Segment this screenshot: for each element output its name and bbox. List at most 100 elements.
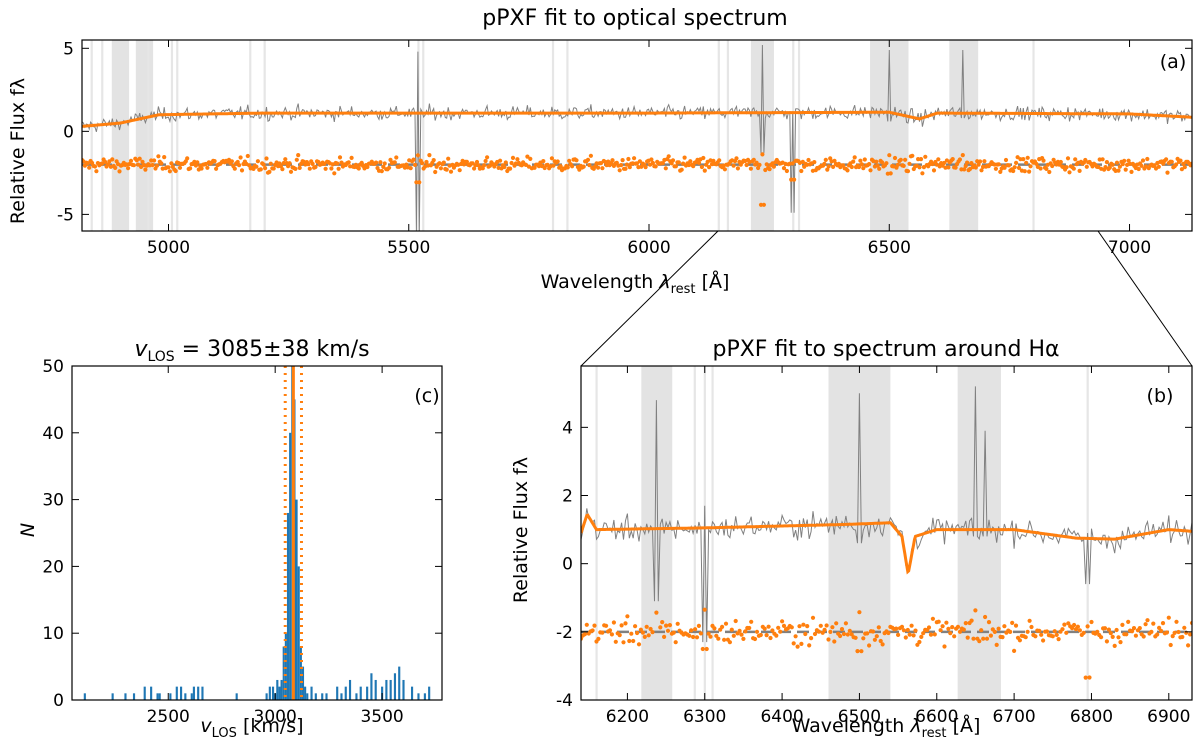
b-residual-point xyxy=(1141,634,1146,639)
a-residual-point xyxy=(1164,157,1169,162)
b-residual-point xyxy=(996,626,1001,631)
b-residual-point xyxy=(590,628,595,633)
b-residual-point xyxy=(1066,621,1071,626)
panel-a-masked-regions xyxy=(90,40,1035,231)
b-ytick-label: 0 xyxy=(562,555,573,575)
b-residual-point xyxy=(1039,632,1044,637)
c-ytick-label: 20 xyxy=(42,557,64,577)
a-residual-point xyxy=(1073,157,1078,162)
panel-c-frame xyxy=(71,365,443,701)
a-residual-point xyxy=(476,163,481,168)
a-mask-region xyxy=(111,40,130,231)
b-residual-point xyxy=(776,625,781,630)
a-residual-point xyxy=(963,163,968,169)
a-residual-point xyxy=(632,156,637,161)
a-residual-point xyxy=(998,169,1003,174)
b-residual-point xyxy=(700,646,705,652)
histogram-bar xyxy=(385,679,388,700)
a-residual-point xyxy=(588,153,594,158)
a-residual-point xyxy=(212,159,217,164)
panel-a-frame xyxy=(81,39,1193,232)
histogram-bar xyxy=(310,686,313,700)
a-residual-point xyxy=(337,155,343,160)
b-residual-point xyxy=(607,628,613,633)
a-observed-spectrum xyxy=(82,44,1192,231)
a-residual-point xyxy=(1083,157,1088,163)
b-residual-point xyxy=(582,632,588,637)
a-residual-point xyxy=(394,155,399,160)
a-residual-point xyxy=(1122,158,1127,163)
b-residual-point xyxy=(818,623,823,628)
a-residual-point xyxy=(414,180,419,185)
histogram-bar xyxy=(276,679,279,700)
a-residual-point xyxy=(310,161,315,166)
b-residual-point xyxy=(1143,622,1148,627)
a-residual-point xyxy=(92,164,98,169)
a-residual-point xyxy=(427,153,432,158)
b-residual-point xyxy=(656,702,660,706)
a-residual-point xyxy=(744,162,749,168)
a-residual-point xyxy=(294,157,299,162)
b-residual-point xyxy=(741,636,746,642)
a-residual-point xyxy=(1140,158,1146,163)
b-residual-point xyxy=(1025,629,1030,634)
b-residual-point xyxy=(896,632,901,638)
a-residual-point xyxy=(617,168,622,173)
b-residual-point xyxy=(1112,643,1117,649)
panel-b-label: (b) xyxy=(1147,385,1174,407)
b-residual-point xyxy=(650,630,655,635)
b-mask-line xyxy=(711,366,714,700)
histogram-bar xyxy=(278,686,281,700)
a-residual-point xyxy=(356,166,361,171)
b-residual-point xyxy=(754,629,760,634)
a-residual-point xyxy=(1021,157,1026,162)
b-residual-point xyxy=(878,638,883,644)
b-residual-point xyxy=(903,635,908,640)
b-residual-point xyxy=(1116,635,1121,640)
b-residual-point xyxy=(1133,633,1138,638)
a-residual-point xyxy=(624,162,630,167)
b-residual-point xyxy=(855,649,860,654)
histogram-bar xyxy=(366,686,369,700)
b-residual-point xyxy=(986,620,992,625)
b-residual-point xyxy=(691,634,696,640)
b-residual-point xyxy=(1157,625,1162,631)
a-residual-point xyxy=(1012,165,1017,170)
b-residual-point xyxy=(644,624,649,629)
a-residual-point xyxy=(1002,165,1007,170)
b-residual-point xyxy=(1008,629,1013,635)
a-residual-point xyxy=(574,158,579,163)
b-residual-point xyxy=(1137,626,1142,631)
b-residual-point xyxy=(766,624,771,629)
b-residual-point xyxy=(965,635,970,640)
b-residual-point xyxy=(1120,622,1125,628)
b-residual-point xyxy=(1164,630,1169,635)
a-residual-point xyxy=(297,165,302,170)
a-residual-point xyxy=(205,165,210,170)
a-residual-point xyxy=(701,155,706,161)
b-residual-point xyxy=(780,619,785,624)
b-residual-point xyxy=(839,627,845,632)
a-mask-region xyxy=(135,40,154,231)
histogram-bar xyxy=(423,693,426,700)
b-residual-point xyxy=(752,636,758,642)
a-ytick-label: 5 xyxy=(63,39,74,59)
a-residual-point xyxy=(1116,168,1121,173)
a-residual-point xyxy=(852,155,857,160)
b-residual-point xyxy=(662,634,667,640)
b-residual-point xyxy=(1095,629,1100,634)
histogram-bar xyxy=(284,633,287,700)
a-residual-point xyxy=(167,169,172,174)
a-residual-point xyxy=(313,164,318,170)
a-residual-point xyxy=(126,166,131,171)
a-residual-point xyxy=(1067,170,1072,175)
a-residual-point xyxy=(392,160,397,165)
a-residual-point xyxy=(1114,160,1120,165)
b-residual-point xyxy=(636,642,642,647)
a-residual-point xyxy=(789,177,794,182)
b-residual-point xyxy=(739,632,744,637)
a-residual-point xyxy=(322,161,327,166)
a-residual-point xyxy=(861,166,866,171)
b-residual-point xyxy=(911,633,916,638)
